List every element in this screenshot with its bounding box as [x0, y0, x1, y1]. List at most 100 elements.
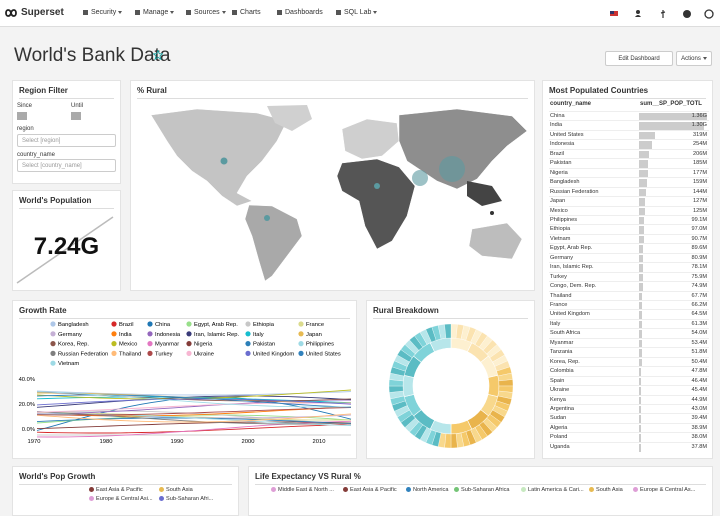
menu-label: Charts — [240, 9, 261, 16]
legend-item[interactable]: Sub-Saharan Afri... — [159, 496, 213, 502]
column-header[interactable]: sum__SP_POP_TOTL — [640, 101, 702, 107]
series-line — [36, 411, 351, 421]
menu-item[interactable]: Manage — [135, 9, 175, 16]
table-row: Turkey 75.9M — [549, 271, 709, 282]
table-row: Colombia 47.8M — [549, 366, 709, 377]
country-cell: Spain — [550, 377, 565, 384]
legend-item[interactable]: East Asia & Pacific — [89, 487, 143, 493]
value-bar — [639, 396, 642, 405]
legend-swatch — [111, 341, 117, 347]
legend-item[interactable]: Middle East & North ... — [271, 487, 334, 493]
table-row: Ethiopia 97.0M — [549, 224, 709, 235]
legend-label[interactable]: Ethiopia — [253, 322, 275, 328]
table-row: Italy 61.3M — [549, 318, 709, 329]
legend-label[interactable]: Egypt, Arab Rep. — [194, 322, 238, 328]
menu-item[interactable]: Sources — [186, 9, 226, 16]
nav-icons — [610, 9, 714, 19]
legend-label[interactable]: Brazil — [119, 322, 134, 328]
legend-swatch — [111, 350, 117, 356]
legend-swatch — [245, 350, 251, 356]
legend-label[interactable]: Turkey — [155, 351, 173, 357]
brand[interactable]: Superset — [21, 7, 64, 18]
legend-label[interactable]: Mexico — [119, 342, 137, 348]
legend-swatch — [589, 487, 594, 493]
country-cell: United States — [550, 131, 584, 138]
region-select[interactable]: Select [region] — [17, 134, 116, 147]
legend-label[interactable]: Japan — [306, 332, 322, 338]
since-toggle[interactable] — [17, 112, 27, 120]
legend-label[interactable]: Korea, Rep. — [58, 342, 89, 348]
country-cell: Bangladesh — [550, 179, 580, 186]
value-bar — [639, 179, 647, 188]
menu-item[interactable]: Dashboards — [277, 9, 323, 16]
since-label: Since — [17, 103, 33, 109]
legend-label[interactable]: Pakistan — [253, 342, 275, 348]
menu-icon — [135, 9, 140, 15]
legend-item[interactable]: South Asia — [159, 487, 193, 493]
column-header[interactable]: country_name — [550, 101, 592, 107]
country-cell: Poland — [550, 434, 568, 441]
menu-item[interactable]: Security — [83, 9, 123, 16]
legend-label[interactable]: Nigeria — [194, 342, 213, 348]
series-line — [36, 410, 352, 425]
table-row: United Kingdom 64.5M — [549, 309, 709, 320]
value-cell: 54.0M — [691, 330, 707, 337]
legend-label: North America — [413, 487, 449, 493]
value-bar — [639, 368, 642, 377]
value-cell: 177M — [693, 169, 707, 176]
menu-icon — [277, 9, 282, 15]
legend-label[interactable]: Iran, Islamic Rep. — [194, 332, 239, 338]
menu-item[interactable]: Charts — [232, 9, 261, 16]
legend-item[interactable]: East Asia & Pacific — [343, 487, 397, 493]
legend-item[interactable]: North America — [406, 487, 448, 493]
legend-item[interactable]: South Asia — [589, 487, 623, 493]
legend-item[interactable]: Europe & Central As... — [633, 487, 695, 493]
country-cell: Tanzania — [550, 349, 573, 356]
legend-label[interactable]: India — [119, 332, 132, 338]
favorite-star[interactable] — [153, 50, 163, 60]
value-bar — [639, 207, 646, 216]
legend-item[interactable]: Sub-Saharan Africa — [454, 487, 510, 493]
panel-title: % Rural — [137, 86, 167, 95]
value-cell: 99.1M — [691, 216, 707, 223]
legend-label[interactable]: Philippines — [306, 342, 334, 348]
value-bar — [639, 235, 644, 244]
legend-swatch — [50, 360, 56, 366]
table-row: Congo, Dem. Rep. 74.9M — [549, 281, 709, 292]
legend-label[interactable]: Bangladesh — [58, 322, 89, 328]
value-cell: 1.30G — [691, 122, 707, 129]
legend-label[interactable]: Thailand — [119, 351, 141, 357]
legend-label[interactable]: Indonesia — [155, 332, 181, 338]
value-cell: 51.8M — [691, 349, 707, 356]
actions-button[interactable]: Actions — [676, 51, 712, 66]
menu-item[interactable]: SQL Lab — [336, 9, 378, 16]
legend-item[interactable]: Europe & Central Asi... — [89, 496, 153, 502]
country-cell: South Africa — [550, 330, 581, 337]
legend-label[interactable]: Ukraine — [194, 351, 214, 357]
value-bar — [639, 358, 642, 367]
region-filter-panel: Region Filter Since Until region Select … — [12, 80, 121, 184]
divider — [255, 484, 706, 485]
legend-item[interactable]: Latin America & Cari... — [521, 487, 584, 493]
value-bar — [639, 216, 644, 225]
legend-label[interactable]: Myanmar — [155, 342, 179, 348]
y-tick-label: 20.0% — [19, 402, 35, 408]
legend-label[interactable]: United Kingdom — [253, 351, 294, 357]
value-cell: 97.0M — [691, 226, 707, 233]
legend-label[interactable]: France — [306, 322, 324, 328]
menu-icon — [83, 9, 88, 15]
legend-label[interactable]: Italy — [253, 332, 264, 338]
edit-dashboard-button[interactable]: Edit Dashboard — [605, 51, 673, 66]
country-cell: Kenya — [550, 396, 566, 403]
country-select[interactable]: Select [country_name] — [17, 159, 116, 172]
legend-label[interactable]: United States — [306, 351, 341, 357]
legend-label[interactable]: Vietnam — [58, 361, 79, 367]
country-cell: France — [550, 302, 568, 308]
legend-label[interactable]: Germany — [58, 332, 82, 338]
table-row: Pakistan 185M — [549, 158, 709, 169]
legend-label[interactable]: Russian Federation — [58, 351, 108, 357]
country-cell: Nigeria — [550, 169, 568, 176]
legend-label[interactable]: China — [155, 322, 171, 328]
until-toggle[interactable] — [71, 112, 81, 120]
legend-swatch — [50, 350, 56, 356]
